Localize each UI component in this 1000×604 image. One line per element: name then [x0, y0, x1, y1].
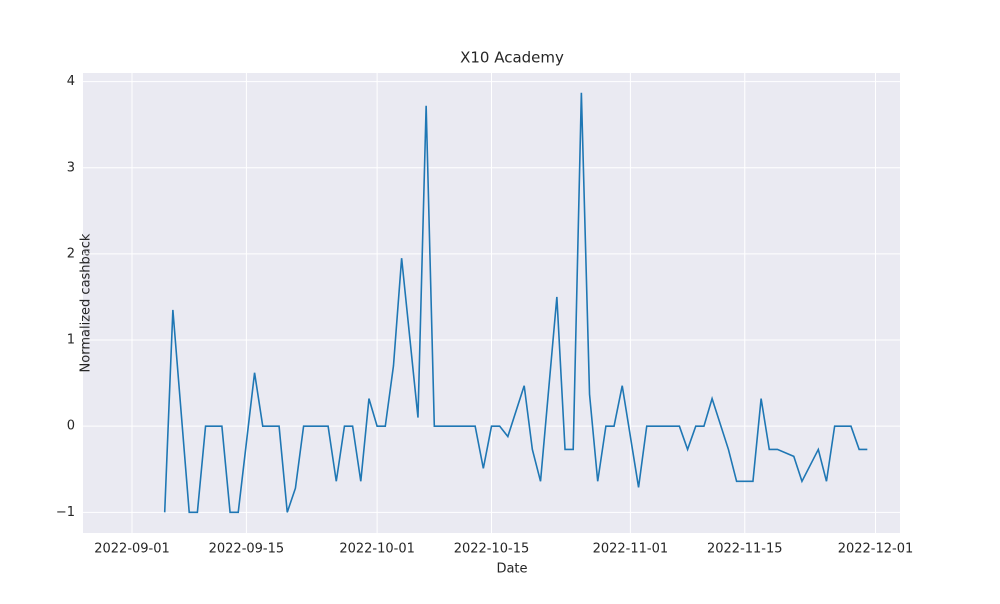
data-line — [163, 92, 868, 514]
x-tick-label: 2022-10-01 — [339, 542, 415, 557]
x-tick-label: 2022-10-15 — [454, 542, 530, 557]
x-tick-label: 2022-11-15 — [707, 542, 783, 557]
y-tick-label: 0 — [67, 419, 75, 434]
y-axis-label: Normalized cashback — [79, 233, 94, 372]
y-tick-label: 1 — [67, 333, 75, 348]
y-tick-label: 3 — [67, 160, 75, 175]
x-tick-label: 2022-11-01 — [593, 542, 669, 557]
y-tick-label: −1 — [56, 505, 75, 520]
y-tick-label: 2 — [67, 246, 75, 261]
x-axis-label: Date — [496, 562, 527, 577]
y-tick-label: 4 — [67, 74, 75, 89]
chart-title: X10 Academy — [460, 49, 564, 67]
x-tick-label: 2022-12-01 — [838, 542, 914, 557]
x-tick-label: 2022-09-15 — [209, 542, 285, 557]
x-tick-label: 2022-09-01 — [94, 542, 170, 557]
